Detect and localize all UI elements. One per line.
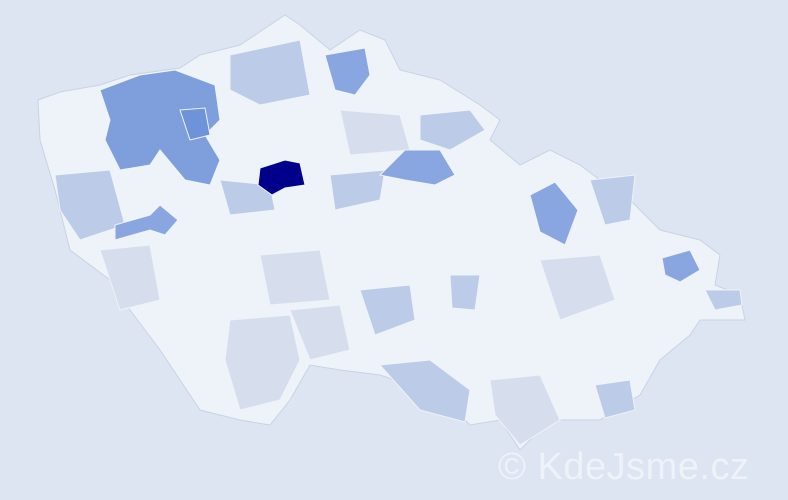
district-medium: [324, 47, 371, 96]
district-medium-light: [589, 174, 636, 226]
district-medium: [114, 204, 179, 241]
district-light: [339, 109, 411, 156]
district-high: [99, 69, 221, 186]
district-light: [489, 374, 561, 446]
district-medium: [378, 149, 456, 186]
district-light: [259, 249, 331, 306]
district-light: [99, 244, 161, 311]
district-medium-light: [419, 109, 486, 151]
district-medium-light: [378, 359, 471, 423]
district-light: [539, 254, 616, 321]
district-medium: [661, 249, 701, 283]
district-medium-light: [229, 39, 311, 106]
district-medium-light: [219, 179, 276, 216]
district-light: [224, 314, 301, 411]
district-medium-light: [329, 169, 386, 211]
district-medium-light: [359, 284, 416, 336]
district-medium-light: [449, 274, 481, 311]
district-max: [257, 159, 306, 196]
district-medium-light: [54, 169, 126, 241]
district-medium-light: [704, 289, 743, 311]
district-light: [289, 304, 351, 361]
district-regions: [54, 39, 743, 446]
watermark: © KdeJsme.cz: [498, 446, 750, 488]
district-medium-light: [594, 379, 636, 419]
district-high: [179, 107, 211, 141]
district-medium: [529, 181, 579, 246]
